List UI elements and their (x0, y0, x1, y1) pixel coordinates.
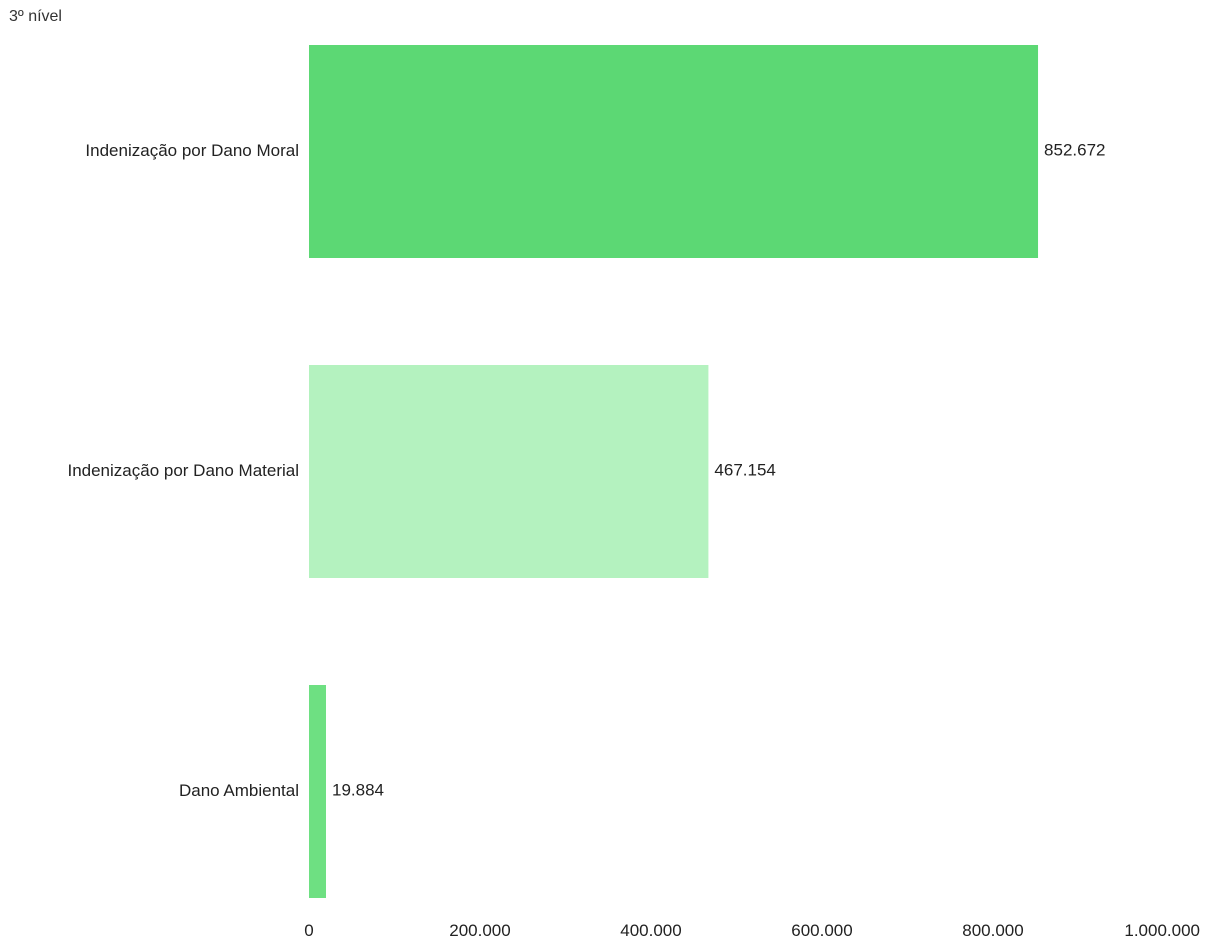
value-label: 19.884 (332, 780, 384, 799)
bar (309, 45, 1039, 258)
x-tick-label: 0 (304, 921, 313, 940)
x-tick-label: 600.000 (791, 921, 852, 940)
value-label: 852.672 (1044, 140, 1105, 159)
x-tick-label: 800.000 (962, 921, 1023, 940)
x-tick-label: 400.000 (620, 921, 681, 940)
value-label: 467.154 (714, 460, 775, 479)
category-label: Dano Ambiental (179, 781, 299, 800)
category-labels: Indenização por Dano Moral Indenização po… (67, 141, 299, 800)
value-labels: 852.672 467.154 19.884 (332, 140, 1105, 799)
bar (309, 365, 709, 578)
x-tick-label: 1.000.000 (1124, 921, 1200, 940)
category-label: Indenização por Dano Material (67, 461, 299, 480)
bar (309, 685, 327, 898)
bars-layer (309, 45, 1039, 898)
chart-title: 3º nível (9, 8, 62, 25)
x-axis-ticks: 0 200.000 400.000 600.000 800.000 1.000.000 (304, 921, 1200, 940)
category-label: Indenização por Dano Moral (85, 141, 299, 160)
x-tick-label: 200.000 (449, 921, 510, 940)
